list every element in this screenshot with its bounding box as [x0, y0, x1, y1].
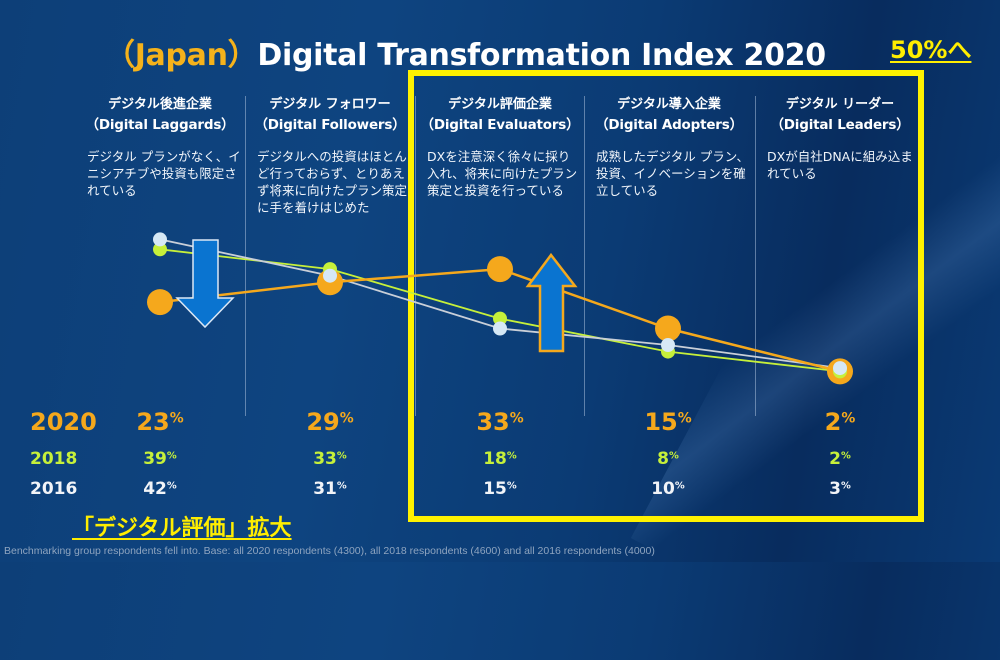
percent-sign: % [339, 410, 354, 427]
line-chart [147, 232, 853, 385]
percent-sign: % [509, 410, 524, 427]
column-en-name: （Digital Followers） [254, 117, 406, 133]
percent-sign: % [169, 410, 184, 427]
data-point-2020 [655, 315, 681, 342]
data-point-2018 [153, 242, 167, 257]
value-label-2018: 8% [608, 449, 728, 469]
column-laggards: デジタル後進企業 （Digital Laggards） デジタル プランがなく、… [75, 96, 245, 199]
column-en-name: （Digital Adopters） [595, 117, 743, 133]
column-jp-name: デジタル評価企業 [448, 97, 552, 112]
value-label-2016: 31% [270, 479, 390, 499]
column-description: DXが自社DNAに組み込まれている [767, 149, 913, 181]
value-number: 3 [829, 479, 841, 499]
highlight-box [408, 70, 924, 522]
column-jp-name: デジタル フォロワー [269, 97, 391, 112]
data-point-2018 [493, 311, 507, 326]
column-description: DXを注意深く徐々に採り入れ、将来に向けたプラン策定と投資を行っている [427, 149, 578, 198]
year-label-2016: 2016 [30, 479, 78, 499]
value-label-2016: 42% [100, 479, 220, 499]
column-en-name: （Digital Evaluators） [420, 117, 580, 133]
column-leaders: デジタル リーダー （Digital Leaders） DXが自社DNAに組み込… [755, 96, 925, 182]
data-point-2016 [661, 338, 675, 352]
percent-sign: % [840, 480, 851, 492]
percent-sign: % [840, 450, 851, 462]
column-jp-name: デジタル後進企業 [108, 97, 212, 112]
value-label-2018: 18% [440, 449, 560, 469]
column-divider [755, 96, 756, 416]
data-point-2016 [323, 268, 337, 283]
percent-sign: % [166, 450, 177, 462]
data-point-2016 [493, 321, 507, 336]
column-en-name: （Digital Leaders） [770, 117, 910, 133]
value-number: 29 [306, 408, 340, 436]
year-label-2020: 2020 [30, 408, 97, 436]
value-number: 8 [657, 449, 669, 469]
caption-evaluators-expansion: 「デジタル評価」拡大 [72, 516, 292, 541]
column-evaluators: デジタル評価企業 （Digital Evaluators） DXを注意深く徐々に… [415, 96, 585, 199]
value-label-2018: 39% [100, 449, 220, 469]
column-followers: デジタル フォロワー （Digital Followers） デジタルへの投資は… [245, 96, 415, 216]
value-number: 18 [483, 449, 507, 469]
percent-sign: % [668, 450, 679, 462]
value-number: 31 [313, 479, 337, 499]
column-description: デジタルへの投資はほとんど行っておらず、とりあえず将来に向けたプラン策定に手を着… [257, 149, 408, 215]
value-number: 2 [829, 449, 841, 469]
value-label-2020: 15% [608, 408, 728, 436]
value-label-2018: 2% [780, 449, 900, 469]
percent-sign: % [336, 450, 347, 462]
value-number: 15 [644, 408, 678, 436]
page-title: （Japan）Digital Transformation Index 2020 [105, 30, 826, 74]
value-label-2020: 29% [270, 408, 390, 436]
value-number: 15 [483, 479, 507, 499]
column-description: デジタル プランがなく、イニシアチブや投資も限定されている [87, 149, 241, 198]
value-number: 23 [136, 408, 170, 436]
data-point-2016 [833, 361, 847, 376]
value-label-2016: 3% [780, 479, 900, 499]
value-number: 2 [824, 408, 842, 436]
data-point-2020 [487, 256, 513, 283]
value-label-2020: 33% [440, 408, 560, 436]
value-label-2018: 33% [270, 449, 390, 469]
column-en-name: （Digital Laggards） [85, 117, 235, 133]
column-description: 成熟したデジタル プラン、投資、イノベーションを確立している [596, 149, 749, 198]
value-number: 33 [476, 408, 510, 436]
percent-sign: % [677, 410, 692, 427]
value-number: 33 [313, 449, 337, 469]
value-number: 10 [651, 479, 675, 499]
value-label-2016: 15% [440, 479, 560, 499]
percent-sign: % [166, 480, 177, 492]
title-prefix: （Japan） [105, 38, 258, 73]
percent-sign: % [506, 450, 517, 462]
title-main: Digital Transformation Index 2020 [257, 38, 826, 73]
value-number: 39 [143, 449, 167, 469]
value-label-2020: 2% [780, 408, 900, 436]
goal-label: 50%へ [890, 36, 972, 64]
footnote: Benchmarking group respondents fell into… [4, 545, 655, 557]
column-jp-name: デジタル導入企業 [617, 97, 721, 112]
year-label-2018: 2018 [30, 449, 78, 469]
value-number: 42 [143, 479, 167, 499]
column-divider [584, 96, 585, 416]
column-jp-name: デジタル リーダー [785, 97, 895, 112]
percent-sign: % [841, 410, 856, 427]
down-arrow-icon [175, 239, 235, 329]
column-divider [245, 96, 246, 416]
percent-sign: % [506, 480, 517, 492]
percent-sign: % [674, 480, 685, 492]
column-divider [415, 96, 416, 416]
value-label-2016: 10% [608, 479, 728, 499]
percent-sign: % [336, 480, 347, 492]
data-point-2016 [153, 232, 167, 247]
value-label-2020: 23% [100, 408, 220, 436]
up-arrow-icon [525, 252, 578, 353]
data-point-2020 [147, 289, 173, 316]
column-adopters: デジタル導入企業 （Digital Adopters） 成熟したデジタル プラン… [584, 96, 754, 199]
